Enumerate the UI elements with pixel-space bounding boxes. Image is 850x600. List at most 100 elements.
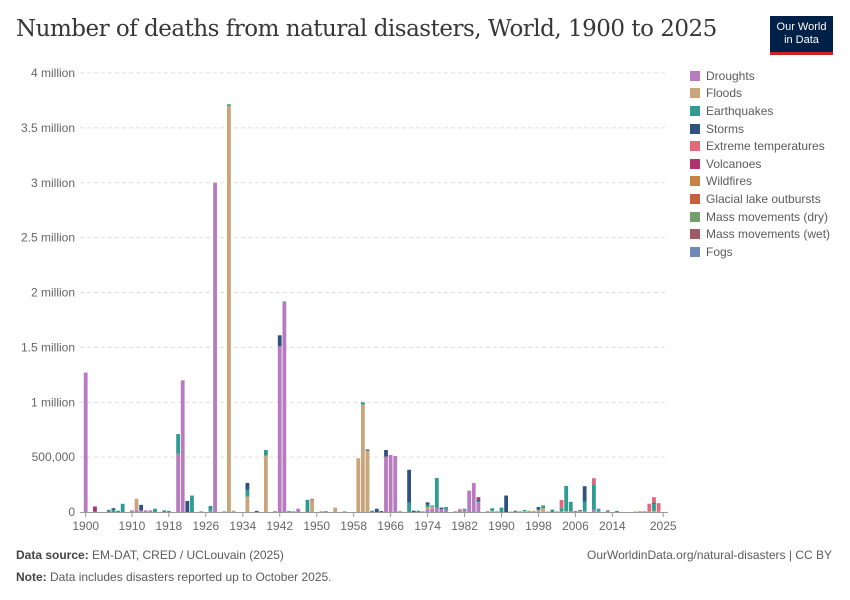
x-tick-label: 1934 — [229, 519, 256, 533]
bar-segment-earthquakes-1948 — [305, 499, 310, 512]
legend-swatch — [690, 123, 700, 134]
bar-segment-earthquakes-2011 — [596, 508, 601, 511]
note-text: Data includes disasters reported up to O… — [50, 570, 332, 584]
bar-segment-floods-1980 — [453, 511, 458, 512]
source-url[interactable]: OurWorldinData.org/natural-disasters | C… — [587, 548, 832, 562]
bar-segment-earthquakes-2001 — [550, 509, 555, 512]
bar-segment-droughts-1976 — [434, 507, 439, 512]
x-tick-label: 1910 — [119, 519, 146, 533]
bar-segment-droughts-1943 — [282, 302, 287, 512]
legend-item-storms[interactable]: Storms — [690, 120, 830, 138]
bar-segment-storms-1963 — [374, 508, 379, 512]
bar-segment-earthquakes-1944 — [287, 511, 291, 512]
legend-item-floods[interactable]: Floods — [690, 85, 830, 103]
y-tick-label: 2 million — [31, 286, 75, 300]
legend-swatch — [690, 246, 700, 257]
bar-segment-earthquakes-1975 — [430, 505, 435, 507]
bar-segment-floods-2022 — [647, 511, 652, 513]
bar-segment-floods-2003 — [559, 511, 564, 513]
bar-segment-storms-1970 — [407, 469, 411, 503]
bar-segment-earthquakes-1918 — [166, 510, 171, 512]
note-label: Note: — [16, 570, 47, 584]
legend-swatch — [690, 105, 700, 116]
legend-item-mass-movements-dry-[interactable]: Mass movements (dry) — [690, 208, 830, 226]
bar-segment-earthquakes-1925 — [199, 511, 204, 513]
bar-segment-floods-2019 — [633, 511, 638, 513]
bar-segment-droughts-1920 — [176, 453, 180, 512]
legend: Droughts Floods Earthquakes Storms Extreme t… — [690, 67, 830, 261]
bar-segment-droughts-2010 — [592, 509, 596, 512]
bar-segment-earthquakes-2003 — [559, 508, 564, 512]
bar-segment-floods-2005 — [568, 511, 573, 513]
bar-segment-floods-1999 — [541, 508, 545, 512]
bar-segment-droughts-1983 — [467, 490, 472, 512]
bar-segment-earthquakes-1927 — [208, 505, 213, 511]
bar-segment-storms-1935 — [245, 482, 250, 490]
bar-segment-earthquakes-1923 — [190, 495, 194, 512]
bar-segment-floods-1960 — [361, 404, 365, 512]
legend-item-droughts[interactable]: Droughts — [690, 67, 830, 85]
x-tick-label: 1998 — [525, 519, 552, 533]
bar-segment-droughts-1974 — [425, 509, 430, 512]
x-tick-label: 1990 — [488, 519, 515, 533]
legend-label: Floods — [706, 86, 743, 101]
owid-logo[interactable]: Our World in Data — [770, 16, 833, 55]
bar-segment-earthquakes-1970 — [407, 502, 411, 512]
legend-label: Storms — [706, 121, 745, 136]
bar-segment-floods-1996 — [527, 510, 532, 512]
legend-swatch — [690, 158, 700, 169]
bar-segment-floods-1939 — [263, 455, 268, 512]
legend-item-extreme-temperatures[interactable]: Extreme temperatures — [690, 137, 830, 155]
bar-segment-earthquakes-1985 — [476, 501, 481, 503]
y-tick-label: 500,000 — [32, 450, 76, 464]
bar-segment-earthquakes-2015 — [615, 510, 619, 512]
bar-segment-earthquakes-1906 — [111, 509, 116, 512]
bar-segment-droughts-1975 — [430, 508, 435, 512]
bar-segment-droughts-1978 — [444, 509, 448, 512]
bar-segment-storms-1937 — [254, 510, 259, 512]
bar-segment-earthquakes-2004 — [564, 485, 569, 512]
legend-label: Earthquakes — [706, 103, 774, 118]
bar-segment-earthquakes-1972 — [416, 510, 421, 512]
bar-segment-floods-1959 — [356, 458, 361, 512]
x-tick-label: 1942 — [266, 519, 293, 533]
bar-segment-storms-2007 — [578, 510, 582, 512]
bar-segment-earthquakes-2023 — [652, 503, 656, 511]
bar-segment-earthquakes-1990 — [499, 507, 504, 512]
legend-item-earthquakes[interactable]: Earthquakes — [690, 102, 830, 120]
bar-segment-floods-1935 — [245, 496, 250, 512]
bar-segment-earthquakes-1988 — [490, 508, 495, 511]
y-tick-label: 0 — [68, 505, 75, 519]
bar-segment-floods-1998 — [536, 510, 541, 512]
bar-segment-droughts-1982 — [462, 509, 467, 512]
bar-segment-earthquakes-1915 — [153, 508, 157, 512]
legend-item-fogs[interactable]: Fogs — [690, 243, 830, 261]
bar-segment-floods-1949 — [310, 499, 314, 512]
bar-segment-earthquakes-1999 — [541, 505, 545, 509]
bar-segment-floods-2000 — [545, 511, 550, 513]
bar-segment-earthquakes-1974 — [425, 504, 430, 508]
bar-segment-earthquakes-2010 — [592, 484, 596, 510]
y-tick-label: 3 million — [31, 176, 75, 190]
bar-segment-droughts-1912 — [139, 510, 144, 512]
legend-item-glacial-lake-outbursts[interactable]: Glacial lake outbursts — [690, 190, 830, 208]
legend-label: Droughts — [706, 68, 755, 83]
legend-label: Wildfires — [706, 174, 753, 189]
y-tick-label: 1.5 million — [21, 340, 75, 354]
bar-segment-droughts-1911 — [134, 509, 139, 512]
bar-segment-earthquakes-1982 — [462, 508, 467, 510]
legend-item-wildfires[interactable]: Wildfires — [690, 173, 830, 191]
bar-segment-earthquakes-1908 — [120, 503, 125, 512]
logo-line-1: Our World — [776, 21, 827, 33]
y-tick-label: 1 million — [31, 395, 75, 409]
bar-segment-floods-1931 — [227, 105, 231, 513]
bar-segment-volcanoes-1985 — [476, 497, 481, 500]
bar-segment-floods-1994 — [518, 511, 522, 512]
bar-segment-floods-2008 — [582, 511, 587, 513]
bar-segment-earthquakes-1976 — [434, 477, 439, 508]
legend-item-volcanoes[interactable]: Volcanoes — [690, 155, 830, 173]
legend-item-mass-movements-wet-[interactable]: Mass movements (wet) — [690, 225, 830, 243]
legend-swatch — [690, 193, 700, 204]
bar-segment-earthquakes-1945 — [291, 511, 296, 513]
